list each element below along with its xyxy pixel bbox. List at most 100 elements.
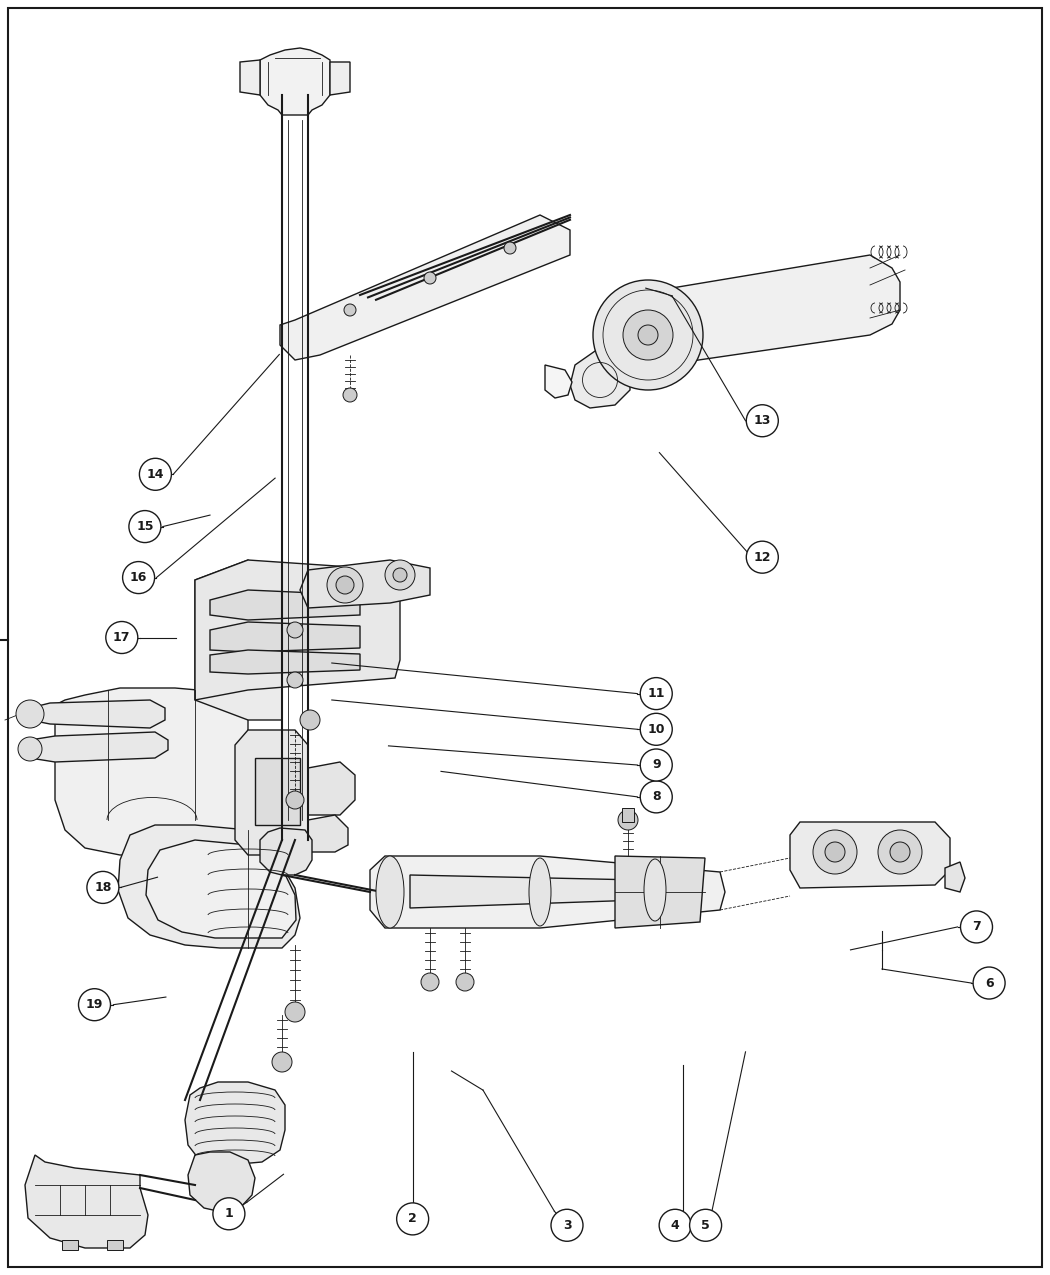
Polygon shape <box>195 560 400 700</box>
Circle shape <box>421 973 439 991</box>
Polygon shape <box>608 255 900 370</box>
Text: 17: 17 <box>113 631 130 644</box>
Circle shape <box>106 621 138 654</box>
Circle shape <box>640 748 672 782</box>
Polygon shape <box>55 688 248 856</box>
Polygon shape <box>615 856 705 928</box>
Circle shape <box>551 1209 583 1242</box>
Text: 5: 5 <box>701 1219 710 1232</box>
Text: 14: 14 <box>147 468 164 481</box>
Polygon shape <box>210 650 360 674</box>
Circle shape <box>16 700 44 728</box>
Polygon shape <box>945 862 965 892</box>
Circle shape <box>213 1197 245 1230</box>
Polygon shape <box>570 342 630 408</box>
Circle shape <box>300 710 320 731</box>
Text: 6: 6 <box>985 977 993 989</box>
Polygon shape <box>308 762 355 815</box>
Circle shape <box>385 560 415 590</box>
Polygon shape <box>308 815 348 852</box>
Polygon shape <box>240 60 260 96</box>
Text: 4: 4 <box>671 1219 679 1232</box>
Circle shape <box>813 830 857 873</box>
Circle shape <box>747 404 778 437</box>
Circle shape <box>747 541 778 574</box>
Circle shape <box>456 973 474 991</box>
Text: 15: 15 <box>136 520 153 533</box>
Circle shape <box>327 567 363 603</box>
Circle shape <box>659 1209 691 1242</box>
Polygon shape <box>188 1153 255 1213</box>
Circle shape <box>638 325 658 346</box>
Circle shape <box>890 842 910 862</box>
Circle shape <box>285 1002 304 1023</box>
Text: 10: 10 <box>648 723 665 736</box>
FancyBboxPatch shape <box>622 808 634 822</box>
Polygon shape <box>118 825 300 949</box>
Circle shape <box>287 622 303 638</box>
Circle shape <box>623 310 673 360</box>
Text: 11: 11 <box>648 687 665 700</box>
Polygon shape <box>25 1155 148 1248</box>
Circle shape <box>397 1202 428 1235</box>
Text: 13: 13 <box>754 414 771 427</box>
Polygon shape <box>260 827 312 875</box>
Text: 8: 8 <box>652 790 660 803</box>
Circle shape <box>286 790 304 810</box>
Polygon shape <box>195 560 282 720</box>
Polygon shape <box>280 215 570 360</box>
Polygon shape <box>24 732 168 762</box>
Circle shape <box>593 280 704 390</box>
Text: 9: 9 <box>652 759 660 771</box>
Circle shape <box>825 842 845 862</box>
Ellipse shape <box>376 856 404 928</box>
Polygon shape <box>300 560 430 608</box>
Circle shape <box>287 672 303 689</box>
Text: 18: 18 <box>94 881 111 894</box>
Circle shape <box>640 780 672 813</box>
Polygon shape <box>330 62 350 96</box>
Circle shape <box>123 561 154 594</box>
Circle shape <box>343 388 357 402</box>
Circle shape <box>878 830 922 873</box>
Text: 2: 2 <box>408 1213 417 1225</box>
Polygon shape <box>410 875 640 908</box>
Polygon shape <box>260 48 330 115</box>
Circle shape <box>618 810 638 830</box>
Circle shape <box>272 1052 292 1072</box>
Circle shape <box>973 966 1005 1000</box>
Circle shape <box>87 871 119 904</box>
Text: 19: 19 <box>86 998 103 1011</box>
Polygon shape <box>210 622 360 652</box>
Polygon shape <box>210 590 360 620</box>
Circle shape <box>18 737 42 761</box>
Text: 7: 7 <box>972 921 981 933</box>
Circle shape <box>690 1209 721 1242</box>
Circle shape <box>336 576 354 594</box>
Polygon shape <box>146 840 296 938</box>
Circle shape <box>140 458 171 491</box>
Polygon shape <box>255 759 300 825</box>
Text: 16: 16 <box>130 571 147 584</box>
Circle shape <box>424 272 436 284</box>
Polygon shape <box>185 1082 285 1165</box>
FancyBboxPatch shape <box>62 1241 78 1250</box>
Circle shape <box>344 303 356 316</box>
Circle shape <box>79 988 110 1021</box>
Circle shape <box>640 713 672 746</box>
Circle shape <box>961 910 992 943</box>
Polygon shape <box>25 700 165 728</box>
Circle shape <box>640 677 672 710</box>
Polygon shape <box>370 856 724 928</box>
Polygon shape <box>545 365 572 398</box>
Polygon shape <box>235 731 308 856</box>
Text: 1: 1 <box>225 1207 233 1220</box>
Ellipse shape <box>529 858 551 926</box>
Text: 3: 3 <box>563 1219 571 1232</box>
Circle shape <box>129 510 161 543</box>
Circle shape <box>504 242 516 254</box>
Text: 12: 12 <box>754 551 771 564</box>
FancyBboxPatch shape <box>107 1241 123 1250</box>
Ellipse shape <box>644 859 666 921</box>
Circle shape <box>393 567 407 581</box>
